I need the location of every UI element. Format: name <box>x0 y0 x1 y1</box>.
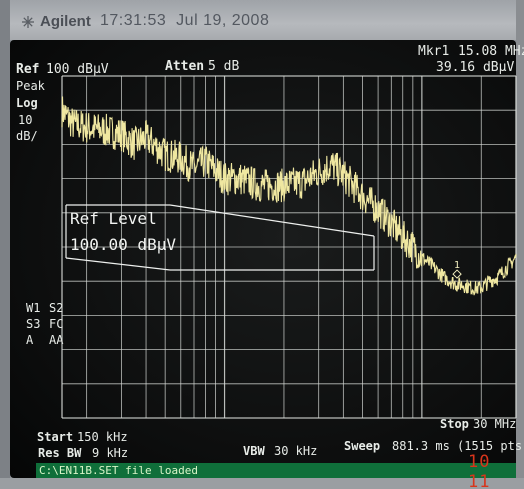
clock-date: Jul 19, 2008 <box>176 12 270 29</box>
stop-value: 30 MHz <box>473 417 517 431</box>
marker-1-number: 1 <box>454 260 460 271</box>
brand: Agilent <box>22 13 91 30</box>
instrument-bezel-left <box>0 0 10 489</box>
ref-level-callout <box>65 204 375 271</box>
instrument-bezel-right <box>516 0 524 489</box>
res-bw-value: 9 kHz <box>92 446 129 460</box>
scale-type: Log <box>16 96 38 110</box>
res-bw-label: Res BW <box>38 446 82 460</box>
instrument-bezel-top <box>0 0 524 40</box>
marker-frequency: 15.08 MHz <box>458 44 524 59</box>
clock: 17:31:53 Jul 19, 2008 <box>100 12 269 30</box>
ref-label: Ref <box>16 62 40 77</box>
start-label: Start <box>37 430 74 444</box>
trace-s2: S2 <box>49 301 64 315</box>
marker-1: 1 <box>452 260 462 279</box>
clock-time: 17:31:53 <box>100 12 167 29</box>
instrument-bezel-bottom <box>0 478 524 489</box>
trace-fc: FC <box>49 317 64 331</box>
trace-aa: AA <box>49 333 64 347</box>
ref-value: 100 dBµV <box>46 62 109 77</box>
stop-label: Stop <box>440 417 469 431</box>
vbw-label: VBW <box>243 444 265 458</box>
scale-value: 10 <box>18 113 33 127</box>
scale-unit: dB/ <box>16 129 38 143</box>
marker-1-diamond <box>452 269 462 279</box>
sweep-value: 881.3 ms (1515 pts) <box>392 439 524 453</box>
marker-level: 39.16 dBµV <box>436 60 515 75</box>
brand-name: Agilent <box>40 13 91 30</box>
ref-level-value: 100.00 dBµV <box>70 235 176 254</box>
trace-s3: S3 <box>26 317 41 331</box>
detector-mode: Peak <box>16 79 45 93</box>
atten-label: Atten <box>165 59 205 74</box>
photo-date-stamp: 10 11 <box>468 452 491 489</box>
vbw-value: 30 kHz <box>274 444 318 458</box>
ref-level-title: Ref Level <box>70 209 157 228</box>
spectrum-trace <box>61 96 517 296</box>
start-value: 150 kHz <box>77 430 128 444</box>
trace-w1: W1 <box>26 301 41 315</box>
status-bar: C:\EN11B.SET file loaded <box>36 463 516 478</box>
agilent-spark-icon <box>22 15 34 28</box>
marker-label: Mkr1 <box>418 44 450 59</box>
plot-grid <box>61 75 517 419</box>
atten-value: 5 dB <box>208 59 240 74</box>
sweep-label: Sweep <box>344 439 381 453</box>
trace-a: A <box>26 333 34 347</box>
